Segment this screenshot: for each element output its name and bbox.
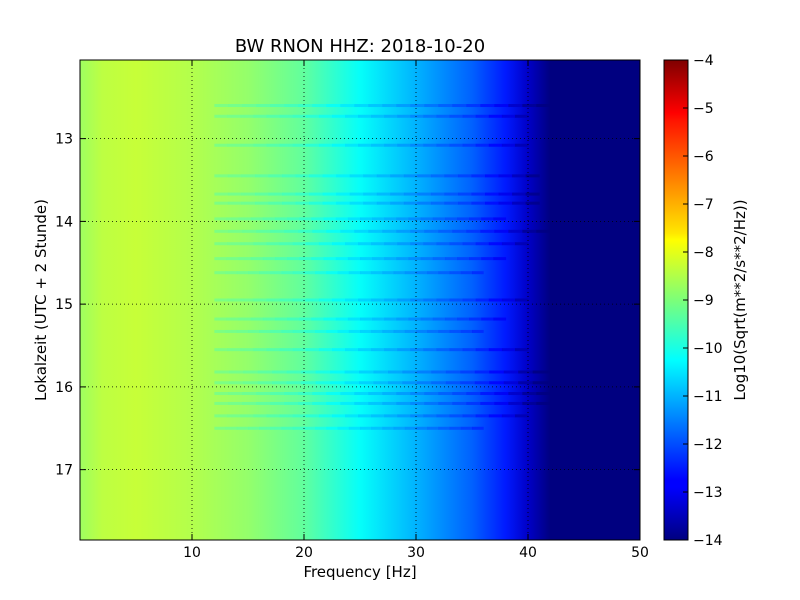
colorbar-tick-label: −11 (693, 389, 723, 405)
y-tick-label: 16 (55, 380, 73, 396)
colorbar: −4 −5 −6 −7 −8 −9 −10 −11 −12 −13 −14 Log10(Sqrt(m… (663, 53, 749, 549)
noise-band (214, 217, 507, 221)
colorbar-tick-label: −13 (693, 485, 723, 501)
x-tick-label: 10 (183, 545, 201, 561)
x-axis: 10 20 30 40 50 (183, 60, 649, 561)
colorbar-tick-label: −7 (693, 197, 714, 213)
y-tick-label: 15 (55, 297, 73, 313)
x-tick-label: 50 (631, 545, 649, 561)
noise-band (214, 143, 529, 147)
y-axis: 13 14 15 16 17 (55, 132, 640, 479)
y-tick-label: 14 (55, 214, 73, 230)
noise-band (214, 426, 484, 430)
noise-band (214, 370, 563, 374)
colorbar-tick-label: −9 (693, 293, 714, 309)
y-axis-label: Lokalzeit (UTC + 2 Stunde) (32, 199, 50, 401)
noise-band (214, 257, 507, 261)
noise-band (214, 329, 484, 333)
plot-area (80, 60, 640, 540)
x-tick-label: 20 (295, 545, 313, 561)
chart-title: BW RNON HHZ: 2018-10-20 (235, 36, 485, 57)
colorbar-tick-label: −10 (693, 341, 723, 357)
noise-band (214, 271, 484, 275)
noise-band (214, 348, 529, 352)
grid-layer (80, 60, 640, 540)
colorbar-tick-label: −14 (693, 533, 723, 549)
noise-band (214, 192, 540, 196)
plot-frame (79, 59, 641, 541)
noise-band (214, 242, 529, 246)
noise-band (214, 392, 551, 396)
noise-band (214, 229, 551, 233)
colorbar-tick-label: −5 (693, 101, 714, 117)
noise-band (214, 104, 551, 108)
noise-band (214, 114, 529, 118)
noise-band (214, 298, 529, 302)
y-tick-label: 13 (55, 132, 73, 148)
colorbar-tick-label: −6 (693, 149, 714, 165)
x-tick-label: 30 (407, 545, 425, 561)
noise-band-layer (214, 104, 563, 430)
colorbar-ticks: −4 −5 −6 −7 −8 −9 −10 −11 −12 −13 −14 (683, 53, 723, 549)
colorbar-tick-label: −8 (693, 245, 714, 261)
colorbar-tick-label: −4 (693, 53, 714, 69)
noise-band (214, 317, 507, 321)
noise-band (214, 401, 551, 405)
noise-band (214, 174, 540, 178)
x-axis-label: Frequency [Hz] (303, 563, 416, 581)
noise-band (214, 414, 529, 418)
y-tick-label: 17 (55, 463, 73, 479)
noise-band (214, 201, 540, 205)
colorbar-label: Log10(Sqrt(m**2/s**2/Hz)) (731, 199, 749, 400)
noise-band (214, 381, 563, 385)
colorbar-tick-label: −12 (693, 437, 723, 453)
x-tick-label: 40 (519, 545, 537, 561)
